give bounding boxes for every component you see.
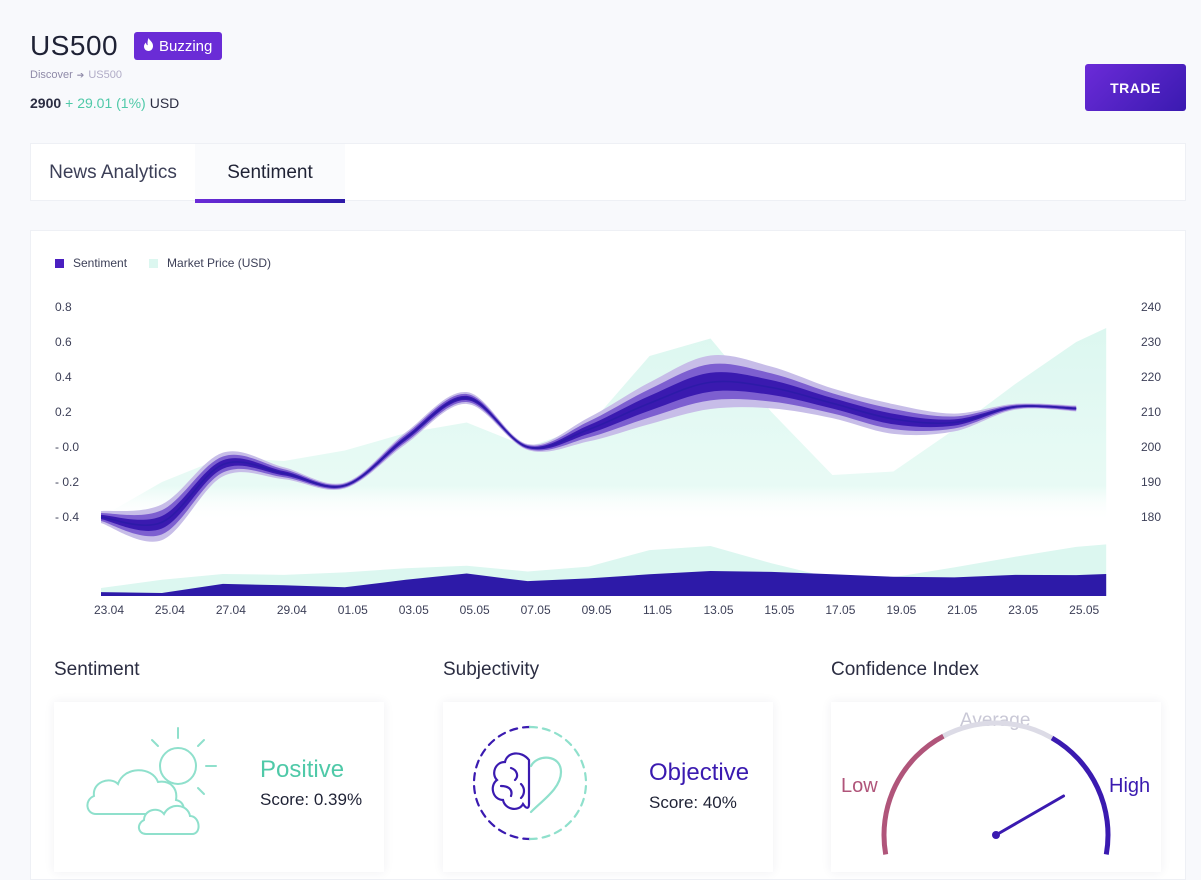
x-tick-label: 13.05 [703,603,733,617]
breadcrumb-arrow-icon: ➔ [76,70,85,80]
tab-news-analytics[interactable]: News Analytics [49,162,177,183]
y-left-tick-label: 0.2 [55,405,72,419]
gauge-high-segment [1050,735,1111,855]
x-tick-label: 23.04 [94,603,124,617]
y-right-tick-label: 180 [1141,510,1161,524]
legend-sentiment[interactable]: Sentiment [55,256,127,270]
x-tick-label: 27.04 [216,603,246,617]
y-left-tick-label: 0.6 [55,335,72,349]
x-tick-label: 25.05 [1069,603,1099,617]
trade-button[interactable]: TRADE [1085,64,1186,111]
price-value: 2900 [30,95,62,111]
sentiment-label: Positive [260,756,345,783]
x-tick-label: 01.05 [338,603,368,617]
x-tick-label: 05.05 [460,603,490,617]
y-right-tick-label: 230 [1141,335,1161,349]
flame-icon [142,37,155,56]
price-currency: USD [149,95,180,111]
subjectivity-score: Score: 40% [649,793,737,812]
y-right-tick-label: 190 [1141,475,1161,489]
y-right-tick-label: 240 [1141,300,1161,314]
gauge-low-segment [881,733,945,855]
gauge-needle [994,794,1066,837]
x-tick-label: 25.04 [155,603,185,617]
legend-market-price-label: Market Price (USD) [167,256,272,270]
navigator-sentiment-area [101,571,1107,596]
brain-heart-icon [471,724,589,847]
sentiment-series-line [100,380,1077,527]
buzzing-badge: Buzzing [134,32,223,60]
x-tick-label: 19.05 [886,603,916,617]
sentiment-panel: Positive Score: 0.39% [54,702,384,872]
confidence-panel: Average Low High [831,702,1161,872]
x-tick-label: 23.05 [1008,603,1038,617]
page-header: US500 Buzzing Discover ➔ US500 2900 + 29.01… [0,0,1201,130]
breadcrumb-current: US500 [88,69,122,81]
y-right-tick-label: 200 [1141,440,1161,454]
y-left-tick-label: - 0.2 [55,475,79,489]
y-left-tick-label: 0.4 [55,370,72,384]
breadcrumb-discover[interactable]: Discover [30,69,73,81]
chart-legend: Sentiment Market Price (USD) [55,256,293,270]
confidence-gauge [881,720,1111,855]
subjectivity-label: Objective [649,759,750,786]
price-change: + 29.01 (1%) [65,95,146,111]
breadcrumb: Discover ➔ US500 [30,69,122,81]
x-tick-label: 29.04 [277,603,307,617]
price-line: 2900 + 29.01 (1%) USD [30,95,179,111]
sentiment-section-title: Sentiment [54,659,140,680]
x-tick-label: 09.05 [582,603,612,617]
x-tick-label: 11.05 [643,603,672,617]
y-left-tick-label: - 0.4 [55,510,79,524]
gauge-low-label: Low [841,775,878,797]
x-tick-label: 07.05 [521,603,551,617]
x-tick-label: 17.05 [825,603,855,617]
x-tick-label: 03.05 [399,603,429,617]
y-left-tick-label: 0.8 [55,300,72,314]
legend-sentiment-label: Sentiment [73,256,128,270]
tab-bar: News Analytics Sentiment [30,143,1186,203]
gauge-needle-hub [992,831,1000,839]
legend-market-price[interactable]: Market Price (USD) [149,256,271,270]
legend-market-price-swatch [149,258,159,268]
gauge-average-segment [942,720,1054,741]
symbol-title: US500 [30,30,119,61]
subjectivity-panel: Objective Score: 40% [443,702,773,872]
y-right-tick-label: 210 [1141,405,1161,419]
x-tick-label: 21.05 [947,603,977,617]
y-left-tick-label: - 0.0 [55,440,79,454]
confidence-section-title: Confidence Index [831,659,979,680]
y-right-tick-label: 220 [1141,370,1161,384]
tab-sentiment[interactable]: Sentiment [195,144,345,203]
subjectivity-section-title: Subjectivity [443,659,540,680]
legend-sentiment-swatch [55,258,64,268]
gauge-high-label: High [1109,775,1151,797]
sun-cloud-icon [82,722,222,847]
x-tick-label: 15.05 [764,603,794,617]
badge-label: Buzzing [159,37,213,55]
sentiment-score: Score: 0.39% [260,790,363,809]
sentiment-chart: 0.8 0.6 0.4 0.2 - 0.0 - 0.2 - 0.4 240 230 220 210 2… [55,300,1161,617]
